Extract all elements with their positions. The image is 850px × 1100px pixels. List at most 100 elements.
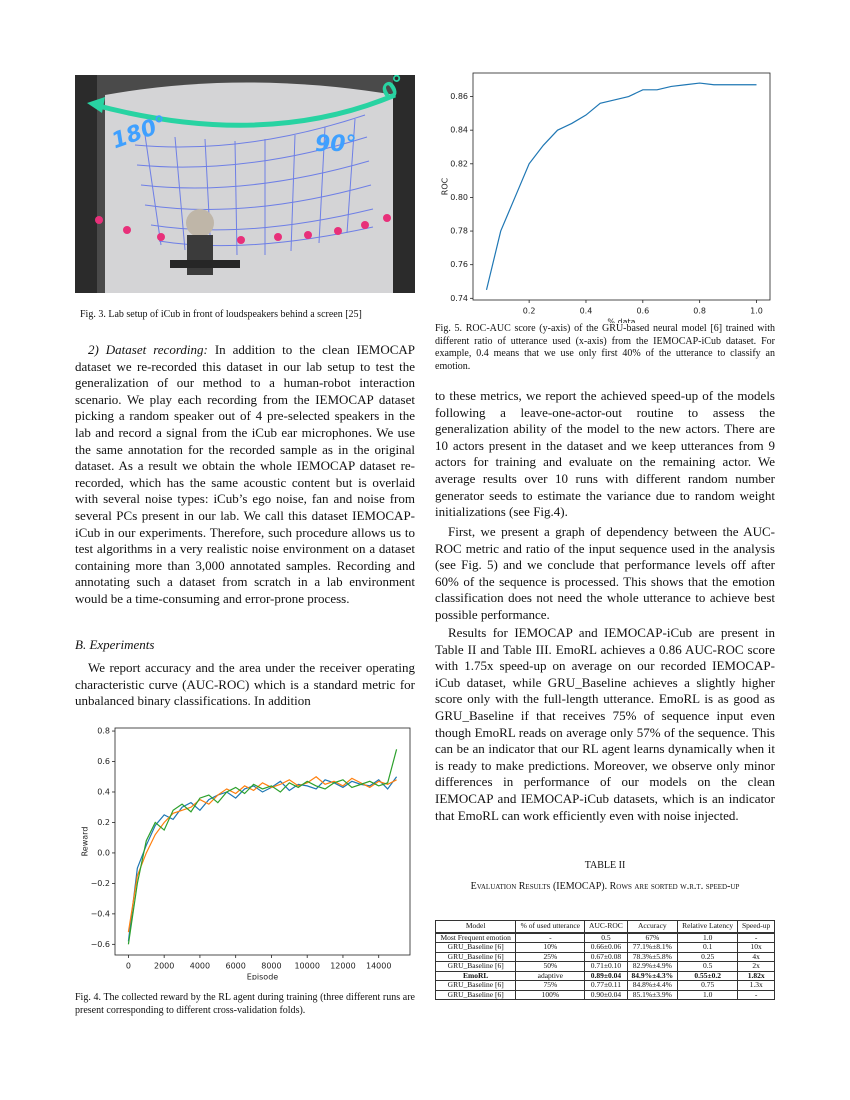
- x-tick-label: 0.8: [693, 307, 706, 316]
- paragraph: 2) Dataset recording: In addition to the…: [75, 342, 415, 608]
- table-cell: 0.71±0.10: [584, 961, 628, 972]
- table-cell: 67%: [626, 932, 679, 943]
- table-cell: 50%: [515, 961, 586, 972]
- table-cell: 0.66±0.06: [584, 942, 628, 953]
- table-header-cell: Accuracy: [626, 920, 679, 933]
- table-cell: 85.1%±3.9%: [626, 989, 679, 1000]
- y-tick-label: 0.8: [97, 727, 110, 736]
- figure-caption: Fig. 3. Lab setup of iCub in front of lo…: [80, 309, 362, 320]
- y-tick-label: −0.4: [91, 909, 110, 918]
- y-tick-label: 0.86: [450, 92, 468, 101]
- y-tick-label: −0.6: [91, 940, 110, 949]
- table-cell: -: [515, 932, 586, 943]
- plot-frame: [114, 727, 411, 956]
- table-row: GRU_Baseline [6] 100% 0.90±0.04 85.1%±3.9% 1…: [434, 989, 775, 1000]
- paragraph: We report accuracy and the area under th…: [75, 660, 415, 709]
- figure-caption: Fig. 4. The collected reward by the RL a…: [75, 992, 415, 1016]
- table-cell: 0.90±0.04: [584, 989, 628, 1000]
- x-tick-label: 4000: [190, 962, 210, 971]
- table-header-cell: AUC-ROC: [584, 920, 628, 933]
- x-axis-label: Episode: [247, 973, 278, 981]
- table-cell: Most Frequent emotion: [434, 932, 517, 943]
- paragraph: Results for IEMOCAP and IEMOCAP-iCub are…: [435, 625, 775, 823]
- x-tick-label: 14000: [366, 962, 391, 971]
- table-cell: 0.5: [584, 932, 628, 943]
- y-tick-label: 0.84: [450, 126, 468, 135]
- y-tick-label: 0.4: [97, 787, 110, 796]
- y-axis-label: Reward: [81, 827, 90, 857]
- table-row: Most Frequent emotion -0.5 67% 1.0-: [434, 932, 775, 943]
- table-row: GRU_Baseline [6] 10% 0.66±0.06 77.1%±8.1% 0.…: [434, 942, 775, 953]
- x-tick-label: 1.0: [750, 307, 763, 316]
- figure-caption: Fig. 5. ROC-AUC score (y-axis) of the GR…: [435, 323, 775, 372]
- table-header-cell: Relative Latency: [677, 920, 739, 933]
- y-tick-label: 0.2: [97, 818, 110, 827]
- table-row: GRU_Baseline [6] 75% 0.77±0.11 84.8%±4.4% 0.…: [434, 980, 775, 991]
- paragraph: to these metrics, we report the achieved…: [435, 388, 775, 520]
- data-line: [485, 82, 757, 291]
- table-cell: -: [737, 989, 775, 1000]
- table-cell: 82.9%±4.9%: [626, 961, 679, 972]
- y-tick-label: 0.6: [97, 757, 110, 766]
- table-header-cell: Speed-up: [737, 920, 775, 933]
- paragraph: First, we present a graph of dependency …: [435, 524, 775, 622]
- y-tick-label: 0.80: [450, 193, 468, 202]
- chart-reward: 0 2000 4000 6000 8000 10000 12000 14000 −0.6 −0.4…: [81, 727, 411, 981]
- y-axis-label: ROC: [441, 177, 450, 195]
- x-axis-label: % data: [607, 318, 635, 324]
- table-caption: Evaluation Results (IEMOCAP). Rows are s…: [470, 881, 740, 892]
- table-cell: 1.0: [677, 932, 739, 943]
- table-cell: -: [737, 932, 775, 943]
- photo-label: 90°: [315, 132, 357, 157]
- x-tick-label: 8000: [261, 962, 281, 971]
- chart-roc: 0.2 0.4 0.6 0.8 1.0 0.74 0.76 0.78 0.80 0.82 0.84 0…: [441, 72, 771, 324]
- plot-frame: [472, 72, 771, 301]
- table-cell: GRU_Baseline [6]: [434, 980, 517, 991]
- table-cell: 77.1%±8.1%: [626, 942, 679, 953]
- table-cell: GRU_Baseline [6]: [434, 989, 517, 1000]
- section-heading: B. Experiments: [75, 637, 155, 652]
- table-cell: 0.5: [677, 961, 739, 972]
- table-header-cell: Model: [434, 920, 517, 933]
- table-cell: 100%: [515, 989, 586, 1000]
- y-tick-label: 0.82: [450, 159, 468, 168]
- table-header-cell: % of used utterance: [515, 920, 586, 933]
- table-cell: 0.1: [677, 942, 739, 953]
- data-line: [127, 775, 397, 933]
- table-header-row: Model% of used utterance AUC-ROC Accuracy R…: [434, 920, 775, 933]
- y-tick-label: 0.74: [450, 294, 468, 303]
- x-tick-label: 0.4: [580, 307, 593, 316]
- table-row: EmoRL adaptive 0.89±0.04 84.9%±4.3% 0.55±0.2…: [434, 970, 775, 981]
- x-tick-label: 2000: [154, 962, 174, 971]
- x-tick-label: 0: [126, 962, 131, 971]
- x-tick-label: 12000: [330, 962, 355, 971]
- table-cell: 0.77±0.11: [584, 980, 628, 991]
- y-tick-label: −0.2: [91, 879, 110, 888]
- table-cell: 84.8%±4.4%: [626, 980, 679, 991]
- table-cell: GRU_Baseline [6]: [434, 961, 517, 972]
- x-tick-label: 10000: [294, 962, 319, 971]
- y-tick-label: 0.0: [97, 848, 110, 857]
- paragraph-text: In addition to the clean IEMOCAP dataset…: [75, 342, 416, 606]
- table-cell: 0.75: [677, 980, 739, 991]
- y-tick-label: 0.76: [450, 260, 468, 269]
- x-tick-label: 6000: [226, 962, 246, 971]
- table-label: TABLE II: [584, 860, 626, 871]
- results-table: Model% of used utterance AUC-ROC Accuracy R…: [434, 920, 775, 1000]
- data-line: [127, 749, 398, 945]
- paragraph-heading: 2) Dataset recording:: [88, 342, 208, 357]
- table-row: GRU_Baseline [6] 50% 0.71±0.10 82.9%±4.9% 0.…: [434, 961, 775, 972]
- table-cell: 75%: [515, 980, 586, 991]
- table-cell: 10%: [515, 942, 586, 953]
- x-tick-label: 0.2: [523, 307, 536, 316]
- x-tick-label: 0.6: [636, 307, 649, 316]
- table-cell: 2x: [737, 961, 775, 972]
- table-cell: GRU_Baseline [6]: [434, 942, 517, 953]
- figure-3-photo: 180° 90° 0°: [75, 75, 415, 293]
- y-tick-label: 0.78: [450, 227, 468, 236]
- data-line: [127, 776, 398, 942]
- table-cell: 1.3x: [737, 980, 775, 991]
- table-cell: 10x: [737, 942, 775, 953]
- table-cell: 1.0: [677, 989, 739, 1000]
